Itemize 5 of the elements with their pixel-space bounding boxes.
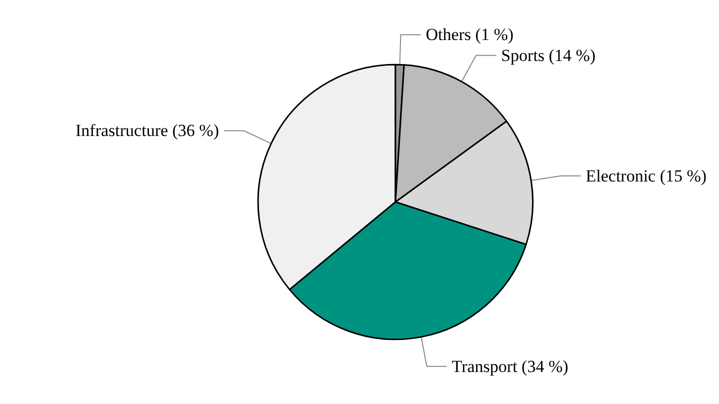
slice-label: Infrastructure (36 %) bbox=[76, 121, 220, 140]
slice-label: Others (1 %) bbox=[426, 25, 514, 44]
slice-label: Transport (34 %) bbox=[452, 356, 568, 376]
slice-label: Electronic (15 %) bbox=[586, 166, 707, 186]
slice-label: Sports (14 %) bbox=[501, 46, 596, 65]
